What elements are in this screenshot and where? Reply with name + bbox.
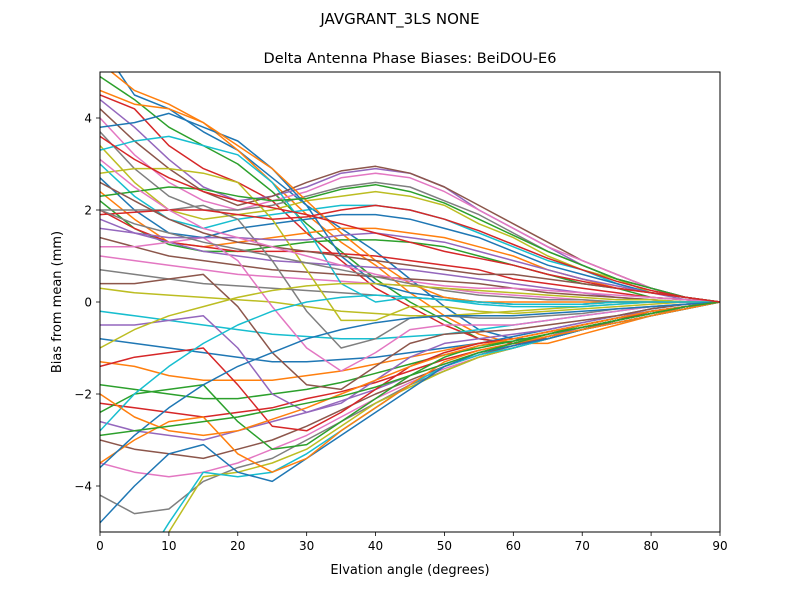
x-tick-label: 50 bbox=[437, 539, 452, 553]
series-line-s07 bbox=[100, 117, 720, 303]
series-line-s51 bbox=[100, 301, 720, 469]
series-line-s52 bbox=[100, 301, 720, 437]
series-layer bbox=[100, 72, 720, 532]
series-line-s49 bbox=[100, 282, 720, 349]
series-line-s14 bbox=[100, 209, 720, 303]
x-tick-label: 70 bbox=[575, 539, 590, 553]
series-line-s45 bbox=[100, 227, 720, 303]
series-line-s43 bbox=[100, 183, 720, 303]
y-axis-label: Bias from mean (mm) bbox=[50, 231, 65, 373]
series-line-s44 bbox=[100, 204, 720, 303]
y-tick-label: 2 bbox=[84, 204, 92, 218]
x-tick-label: 80 bbox=[643, 539, 658, 553]
series-line-s32 bbox=[100, 301, 720, 473]
y-tick-label: 0 bbox=[84, 296, 92, 310]
series-line-s47 bbox=[100, 158, 720, 303]
series-line-s50 bbox=[100, 294, 720, 432]
series-line-s16 bbox=[100, 236, 720, 303]
y-tick-label: −2 bbox=[74, 388, 92, 402]
x-tick-label: 60 bbox=[506, 539, 521, 553]
series-line-s54 bbox=[100, 135, 720, 303]
x-tick-label: 90 bbox=[712, 539, 727, 553]
series-line-s39 bbox=[100, 167, 720, 322]
y-axis: −4 −2 0 2 4 bbox=[74, 112, 100, 494]
x-tick-label: 20 bbox=[230, 539, 245, 553]
y-tick-label: −4 bbox=[74, 480, 92, 494]
chart-title: Delta Antenna Phase Biases: BeiDOU-E6 bbox=[264, 51, 557, 67]
x-tick-label: 0 bbox=[96, 539, 104, 553]
x-tick-label: 10 bbox=[161, 539, 176, 553]
figure-suptitle: JAVGRANT_3LS NONE bbox=[319, 10, 479, 29]
x-tick-label: 30 bbox=[299, 539, 314, 553]
y-tick-label: 4 bbox=[84, 112, 92, 126]
series-line-s53 bbox=[100, 301, 720, 437]
series-line-s36 bbox=[100, 273, 720, 391]
x-axis: 0 10 20 30 40 50 60 70 80 90 bbox=[96, 532, 728, 553]
x-tick-label: 40 bbox=[368, 539, 383, 553]
x-axis-label: Elvation angle (degrees) bbox=[330, 563, 489, 578]
